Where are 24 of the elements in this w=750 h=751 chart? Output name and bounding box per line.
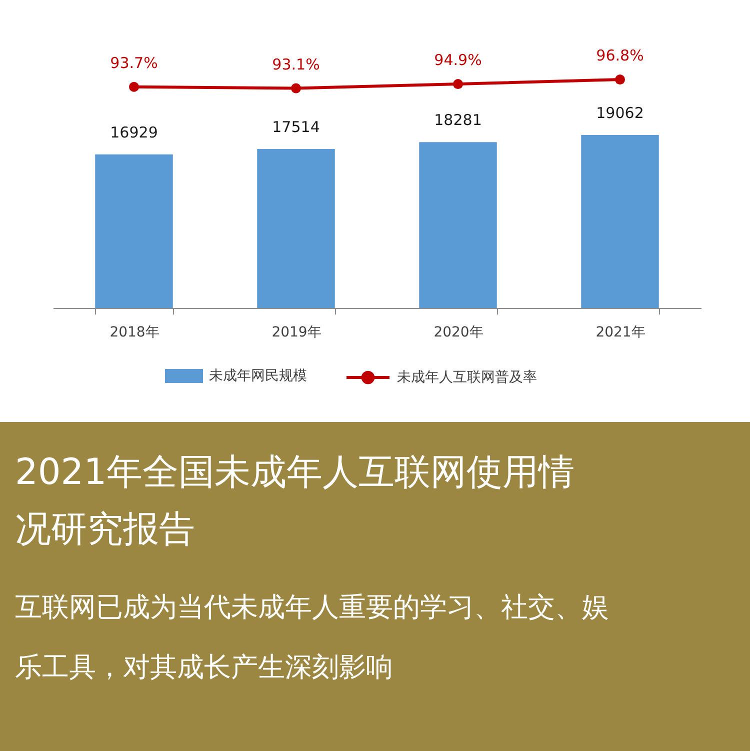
data-label: 16929: [110, 123, 158, 142]
legend-label: 未成年人互联网普及率: [397, 368, 537, 386]
point: [291, 83, 301, 94]
x-tick-label: 2021年: [596, 324, 646, 340]
data-label: 94.9%: [434, 51, 482, 70]
x-tick-label: 2020年: [434, 324, 484, 340]
data-label: 93.1%: [272, 55, 320, 74]
data-label: 17514: [272, 118, 320, 136]
data-label: 18281: [434, 111, 482, 130]
data-label: 96.8%: [596, 46, 644, 65]
x-tick-label: 2018年: [110, 324, 160, 340]
data-label: 93.7%: [110, 54, 158, 72]
point: [453, 79, 463, 90]
x-tick-label: 2019年: [272, 324, 322, 340]
point: [615, 74, 625, 85]
text: 互联网已成为当代未成年人重要的学习、社交、娱乐工具，对其成长产生深刻影响: [15, 592, 609, 683]
legend-label: 未成年网民规模: [209, 368, 307, 384]
bar: [257, 149, 335, 308]
bar: [419, 142, 497, 308]
data-label: 19062: [596, 104, 644, 122]
text: 2021年全国未成年人互联网使用情况研究报告: [15, 452, 575, 550]
bar: [581, 135, 659, 308]
bar: [95, 154, 173, 308]
point: [129, 82, 139, 92]
